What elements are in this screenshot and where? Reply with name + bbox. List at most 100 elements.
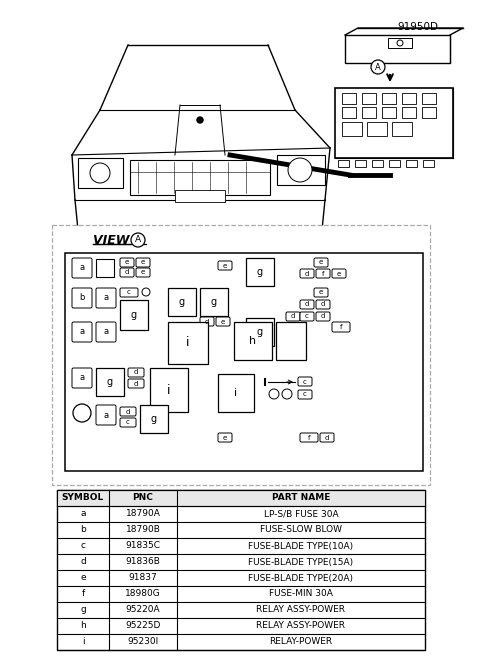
Text: i: i — [186, 337, 190, 350]
Bar — [175, 190, 225, 202]
FancyBboxPatch shape — [314, 258, 328, 267]
Text: 95230I: 95230I — [127, 638, 158, 647]
Text: FUSE-BLADE TYPE(20A): FUSE-BLADE TYPE(20A) — [249, 573, 353, 583]
Text: b: b — [79, 293, 84, 302]
Text: d: d — [205, 319, 209, 325]
Text: e: e — [223, 262, 227, 268]
Bar — [277, 155, 325, 185]
Bar — [367, 122, 387, 136]
Bar — [57, 490, 425, 650]
Text: c: c — [81, 541, 85, 550]
Bar — [168, 288, 196, 316]
Bar — [362, 107, 376, 118]
Bar — [422, 107, 436, 118]
FancyBboxPatch shape — [332, 269, 346, 278]
Text: i: i — [82, 638, 84, 647]
Text: d: d — [125, 270, 129, 276]
Text: A: A — [375, 62, 381, 72]
Text: e: e — [223, 434, 227, 440]
Text: 91950D: 91950D — [397, 22, 439, 32]
Text: g: g — [131, 310, 137, 320]
Text: c: c — [303, 379, 307, 384]
FancyBboxPatch shape — [128, 379, 144, 388]
Text: FUSE-MIN 30A: FUSE-MIN 30A — [269, 590, 333, 598]
Text: g: g — [211, 297, 217, 307]
FancyBboxPatch shape — [300, 300, 314, 309]
Text: e: e — [319, 260, 323, 266]
Bar — [406, 160, 417, 167]
Text: d: d — [305, 270, 309, 276]
Text: g: g — [151, 414, 157, 424]
Text: 18790A: 18790A — [126, 510, 160, 518]
Text: LP-S/B FUSE 30A: LP-S/B FUSE 30A — [264, 510, 338, 518]
Text: PNC: PNC — [132, 493, 154, 502]
Text: a: a — [103, 327, 108, 337]
Text: 91836B: 91836B — [126, 558, 160, 567]
Text: 95220A: 95220A — [126, 605, 160, 615]
Bar — [168, 322, 208, 364]
Bar — [382, 93, 396, 104]
Bar — [57, 490, 425, 506]
Circle shape — [269, 389, 279, 399]
Text: c: c — [303, 392, 307, 398]
Text: h: h — [80, 621, 86, 630]
FancyBboxPatch shape — [72, 288, 92, 308]
Bar — [96, 259, 114, 277]
Text: f: f — [82, 590, 84, 598]
Bar — [335, 88, 453, 158]
Text: a: a — [103, 411, 108, 419]
Text: a: a — [79, 373, 84, 382]
Text: d: d — [291, 314, 295, 319]
Text: e: e — [141, 270, 145, 276]
Text: c: c — [126, 419, 130, 426]
Text: a: a — [80, 510, 86, 518]
Bar — [402, 107, 416, 118]
Text: FUSE-BLADE TYPE(10A): FUSE-BLADE TYPE(10A) — [249, 541, 354, 550]
Bar — [52, 225, 430, 485]
FancyBboxPatch shape — [120, 407, 136, 416]
Text: e: e — [80, 573, 86, 583]
Text: i: i — [167, 384, 171, 396]
FancyBboxPatch shape — [298, 390, 312, 399]
FancyBboxPatch shape — [96, 322, 116, 342]
Text: d: d — [305, 302, 309, 308]
Text: f: f — [340, 324, 342, 330]
Bar — [78, 158, 123, 188]
Bar — [389, 160, 400, 167]
FancyBboxPatch shape — [298, 377, 312, 386]
Circle shape — [371, 60, 385, 74]
FancyBboxPatch shape — [216, 317, 230, 326]
FancyBboxPatch shape — [120, 258, 134, 267]
Text: PART NAME: PART NAME — [272, 493, 330, 502]
Text: d: d — [134, 369, 138, 375]
Bar — [218, 374, 254, 412]
Text: c: c — [305, 314, 309, 319]
Text: d: d — [325, 434, 329, 440]
Bar — [423, 160, 434, 167]
Bar — [234, 322, 272, 360]
Bar — [200, 288, 228, 316]
Bar — [342, 122, 362, 136]
Circle shape — [131, 233, 145, 247]
Bar — [342, 93, 356, 104]
Text: e: e — [125, 260, 129, 266]
Text: d: d — [80, 558, 86, 567]
Text: e: e — [221, 319, 225, 325]
FancyBboxPatch shape — [332, 322, 350, 332]
Text: e: e — [337, 270, 341, 276]
Text: RELAY ASSY-POWER: RELAY ASSY-POWER — [256, 621, 346, 630]
FancyBboxPatch shape — [120, 268, 134, 277]
FancyBboxPatch shape — [96, 288, 116, 308]
Text: a: a — [79, 264, 84, 272]
FancyBboxPatch shape — [314, 288, 328, 297]
Text: RELAY ASSY-POWER: RELAY ASSY-POWER — [256, 605, 346, 615]
Text: VIEW: VIEW — [93, 234, 134, 247]
Text: A: A — [135, 236, 141, 245]
Text: d: d — [126, 409, 130, 415]
Circle shape — [282, 389, 292, 399]
Text: e: e — [141, 260, 145, 266]
Circle shape — [197, 117, 203, 123]
Bar — [382, 107, 396, 118]
FancyBboxPatch shape — [128, 368, 144, 377]
FancyBboxPatch shape — [300, 269, 314, 278]
